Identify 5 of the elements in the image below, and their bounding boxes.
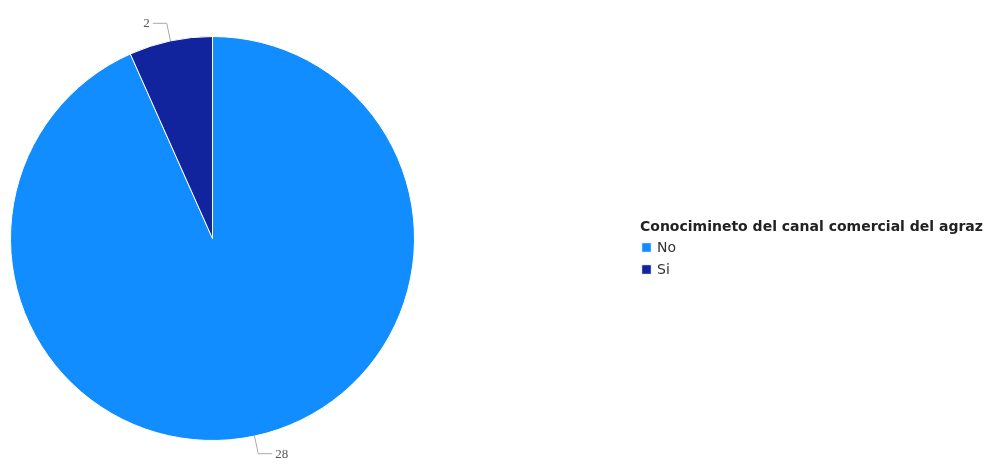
data-label: 2 — [143, 15, 150, 31]
legend-label: No — [657, 239, 677, 255]
legend-label: Si — [657, 261, 671, 277]
data-label: 28 — [275, 445, 289, 461]
legend-title: Conocimineto del canal comercial del agraz — [640, 218, 983, 234]
